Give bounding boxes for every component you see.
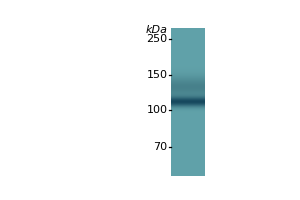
Text: 150: 150 <box>147 70 168 80</box>
Text: 70: 70 <box>154 142 168 152</box>
Text: kDa: kDa <box>146 25 168 35</box>
Text: 250: 250 <box>147 34 168 44</box>
Text: 100: 100 <box>147 105 168 115</box>
